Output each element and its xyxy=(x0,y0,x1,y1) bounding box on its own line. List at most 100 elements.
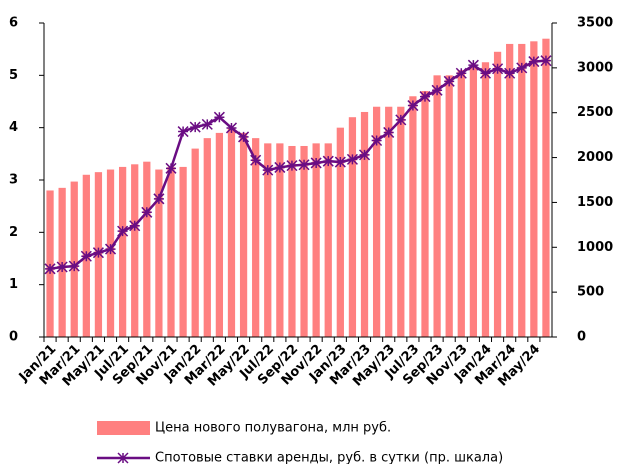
bar xyxy=(264,143,272,337)
bar xyxy=(336,127,344,338)
bar xyxy=(348,117,357,337)
bar xyxy=(360,111,369,337)
marker xyxy=(238,131,250,143)
bar xyxy=(421,91,429,338)
marker xyxy=(56,261,68,273)
legend-label: Спотовые ставки аренды, руб. в сутки (пр… xyxy=(155,451,503,464)
marker xyxy=(141,206,153,218)
marker xyxy=(310,157,322,169)
bar xyxy=(542,38,550,337)
bar xyxy=(155,169,163,337)
bar xyxy=(481,62,490,337)
bar xyxy=(215,132,224,337)
bar xyxy=(239,132,248,337)
marker xyxy=(322,155,334,167)
marker xyxy=(371,134,383,147)
bar xyxy=(445,75,453,337)
bar xyxy=(191,148,199,337)
bar xyxy=(46,190,54,337)
bar xyxy=(131,164,139,337)
marker xyxy=(153,193,165,205)
bar xyxy=(397,106,405,337)
marker xyxy=(225,122,238,134)
marker xyxy=(431,84,443,96)
bar xyxy=(312,143,320,337)
marker xyxy=(213,111,225,123)
bar xyxy=(300,145,308,337)
marker xyxy=(528,56,540,68)
bar xyxy=(324,143,332,337)
bar xyxy=(409,96,417,338)
y2-tick-label: 3000 xyxy=(577,60,613,75)
bar xyxy=(227,127,236,338)
y-tick-label: 6 xyxy=(9,16,18,31)
marker xyxy=(92,247,104,259)
bar xyxy=(385,106,393,337)
marker xyxy=(80,250,92,262)
bar xyxy=(203,138,211,337)
marker xyxy=(274,161,286,173)
marker xyxy=(177,126,189,138)
legend-marker xyxy=(117,452,129,464)
marker xyxy=(250,154,262,166)
bar xyxy=(179,166,187,337)
marker xyxy=(479,67,492,79)
marker xyxy=(104,243,117,255)
bar xyxy=(457,70,465,337)
y-tick-label: 5 xyxy=(9,68,18,83)
y2-tick-label: 0 xyxy=(577,330,586,345)
bar xyxy=(276,143,284,337)
marker xyxy=(129,220,141,232)
bar xyxy=(70,181,78,337)
bar xyxy=(143,161,151,337)
y2-tick-label: 500 xyxy=(577,285,604,300)
marker xyxy=(201,118,213,130)
bar xyxy=(118,166,127,337)
marker xyxy=(492,63,504,75)
y2-tick-label: 3500 xyxy=(577,16,613,31)
y-tick-label: 4 xyxy=(9,120,18,135)
legend-swatch xyxy=(97,421,150,435)
marker xyxy=(189,121,201,133)
y-tick-label: 2 xyxy=(9,225,18,240)
marker xyxy=(407,100,419,112)
y-tick-label: 1 xyxy=(9,277,18,292)
marker xyxy=(117,225,129,237)
bar xyxy=(469,64,478,337)
marker xyxy=(443,75,455,87)
y-tick-label: 3 xyxy=(9,173,18,188)
marker xyxy=(68,260,80,272)
marker xyxy=(298,159,310,171)
y2-tick-label: 2500 xyxy=(577,105,613,120)
marker xyxy=(165,162,177,174)
bar xyxy=(372,106,381,337)
bar xyxy=(530,41,538,338)
marker xyxy=(358,149,371,161)
y-tick-label: 0 xyxy=(9,330,18,345)
marker xyxy=(419,91,431,103)
bar xyxy=(493,51,502,338)
marker xyxy=(516,62,528,74)
bar xyxy=(506,43,514,337)
bar xyxy=(167,166,175,337)
marker xyxy=(262,164,274,176)
bar xyxy=(288,145,296,337)
bar xyxy=(433,75,441,337)
bar xyxy=(518,43,526,337)
marker xyxy=(467,59,479,71)
y2-tick-label: 2000 xyxy=(577,150,613,165)
y2-tick-label: 1500 xyxy=(577,195,613,210)
legend-label: Цена нового полувагона, млн руб. xyxy=(155,421,391,436)
marker xyxy=(540,55,552,67)
marker xyxy=(346,153,358,165)
marker xyxy=(383,126,395,138)
marker xyxy=(44,263,56,275)
bar xyxy=(252,138,260,337)
marker xyxy=(395,114,407,126)
marker xyxy=(504,67,516,79)
marker xyxy=(455,67,467,79)
y2-tick-label: 1000 xyxy=(577,240,613,255)
marker xyxy=(334,156,346,168)
marker xyxy=(286,160,298,172)
